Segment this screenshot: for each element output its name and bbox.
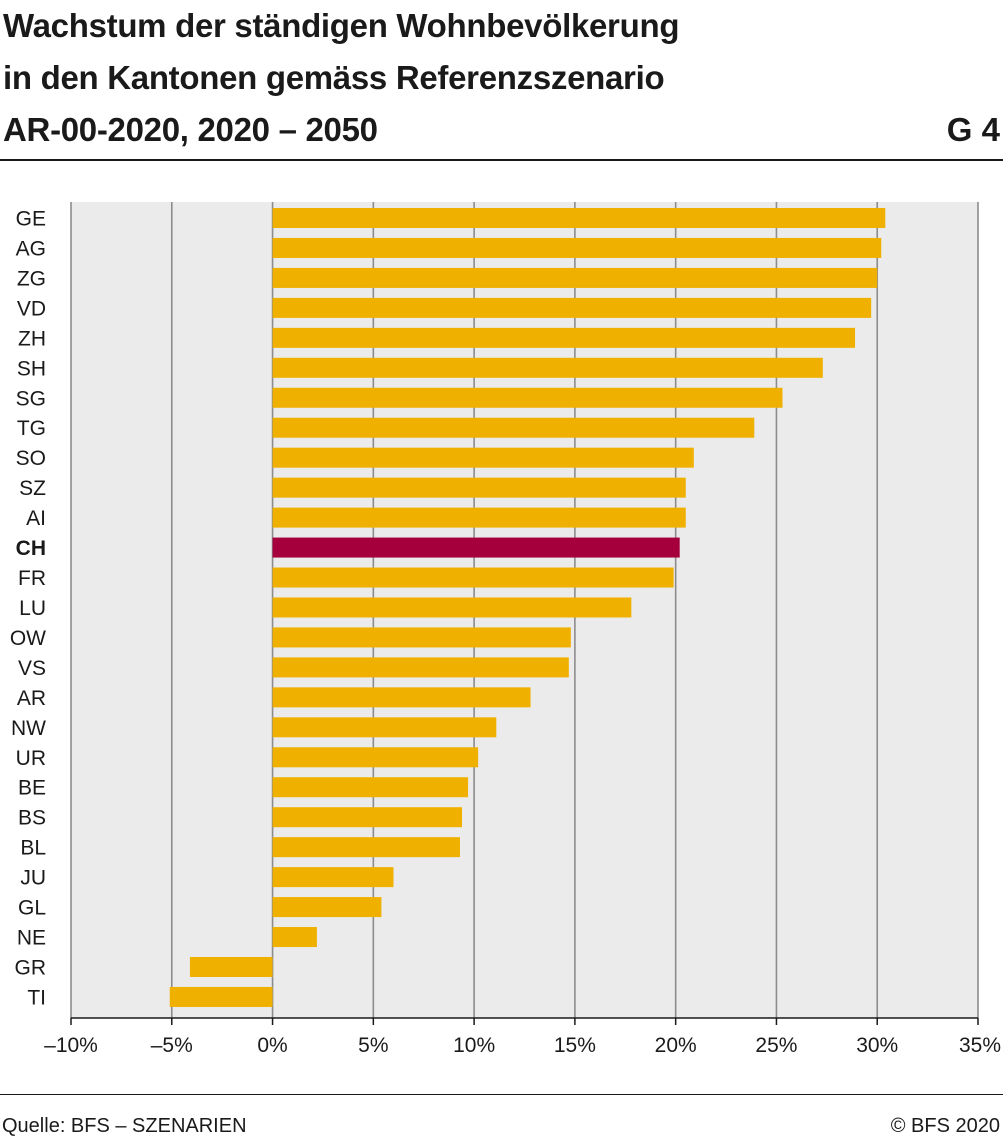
- x-tick-label: –10%: [44, 1034, 98, 1057]
- category-label-ag: AG: [16, 237, 46, 260]
- category-label-ur: UR: [16, 747, 46, 770]
- bar-ar: [272, 687, 531, 708]
- bar-sz: [272, 477, 686, 498]
- bar-sh: [272, 357, 823, 378]
- bar-sg: [272, 387, 783, 408]
- category-label-so: SO: [16, 447, 46, 470]
- chart-title-line-3: AR-00-2020, 2020 – 2050: [3, 111, 378, 148]
- category-label-bs: BS: [18, 807, 46, 830]
- bar-zh: [272, 327, 856, 348]
- category-label-zh: ZH: [18, 327, 46, 350]
- x-tick-label: 25%: [755, 1034, 797, 1057]
- source-note: Quelle: BFS – SZENARIEN: [2, 1115, 247, 1137]
- x-tick-label: 30%: [856, 1034, 898, 1057]
- bar-zg: [272, 267, 878, 288]
- bar-bl: [272, 837, 461, 858]
- category-label-gl: GL: [18, 897, 46, 920]
- category-label-ch: CH: [16, 537, 46, 560]
- category-label-sh: SH: [17, 357, 46, 380]
- chart-title: Wachstum der ständigen Wohnbevölkerung i…: [3, 0, 903, 156]
- bar-ai: [272, 507, 686, 528]
- bar-gr: [189, 957, 273, 977]
- bar-ch: [272, 537, 680, 558]
- bar-ne: [272, 927, 317, 948]
- category-label-ar: AR: [17, 687, 46, 710]
- category-label-ne: NE: [17, 927, 46, 950]
- bar-bs: [272, 807, 463, 828]
- footer-rule: [0, 1094, 1003, 1095]
- header-rule: [0, 159, 1003, 161]
- bar-ur: [272, 747, 479, 768]
- category-label-ai: AI: [26, 507, 46, 530]
- graphic-number: G 4: [946, 111, 1000, 148]
- x-tick-label: –5%: [151, 1034, 193, 1057]
- chart-title-line-1: Wachstum der ständigen Wohnbevölkerung: [3, 7, 680, 44]
- x-tick-label: 10%: [453, 1034, 495, 1057]
- category-label-vd: VD: [17, 297, 46, 320]
- bar-ag: [272, 237, 882, 258]
- bar-gl: [272, 897, 382, 918]
- bar-ow: [272, 627, 571, 648]
- category-label-lu: LU: [19, 597, 46, 620]
- bar-tg: [272, 417, 755, 438]
- x-tick-label: 0%: [257, 1034, 287, 1057]
- x-tick-label: 5%: [358, 1034, 388, 1057]
- category-label-vs: VS: [18, 657, 46, 680]
- copyright-note: © BFS 2020: [890, 1115, 1000, 1137]
- x-tick-label: 35%: [959, 1034, 1001, 1057]
- category-label-ow: OW: [10, 627, 46, 650]
- bar-so: [272, 447, 694, 468]
- category-label-sg: SG: [16, 387, 46, 410]
- category-label-tg: TG: [17, 417, 46, 440]
- bar-vs: [272, 657, 569, 678]
- bar-chart: –10% –5% 0% 5% 10% 15% 20% 25% 30% 35% GE AG ZG VD ZH S…: [10, 202, 1001, 1057]
- chart-title-line-2: in den Kantonen gemäss Referenzszenario: [3, 59, 665, 96]
- x-tick-label: 20%: [655, 1034, 697, 1057]
- category-label-sz: SZ: [19, 477, 46, 500]
- bar-ti: [169, 986, 273, 1007]
- category-label-fr: FR: [18, 567, 46, 590]
- category-label-bl: BL: [20, 837, 46, 860]
- bar-be: [272, 777, 469, 798]
- bar-nw: [272, 717, 497, 738]
- bar-ju: [272, 867, 394, 888]
- x-tick-label: 15%: [554, 1034, 596, 1057]
- category-label-ti: TI: [27, 986, 46, 1009]
- category-label-zg: ZG: [17, 267, 46, 290]
- category-label-gr: GR: [15, 957, 47, 980]
- bar-fr: [272, 567, 674, 588]
- category-label-ju: JU: [20, 867, 46, 890]
- category-label-be: BE: [18, 777, 46, 800]
- category-label-nw: NW: [11, 717, 46, 740]
- bar-lu: [272, 597, 632, 618]
- bar-ge: [272, 208, 886, 228]
- bar-vd: [272, 297, 872, 318]
- category-label-ge: GE: [16, 208, 46, 231]
